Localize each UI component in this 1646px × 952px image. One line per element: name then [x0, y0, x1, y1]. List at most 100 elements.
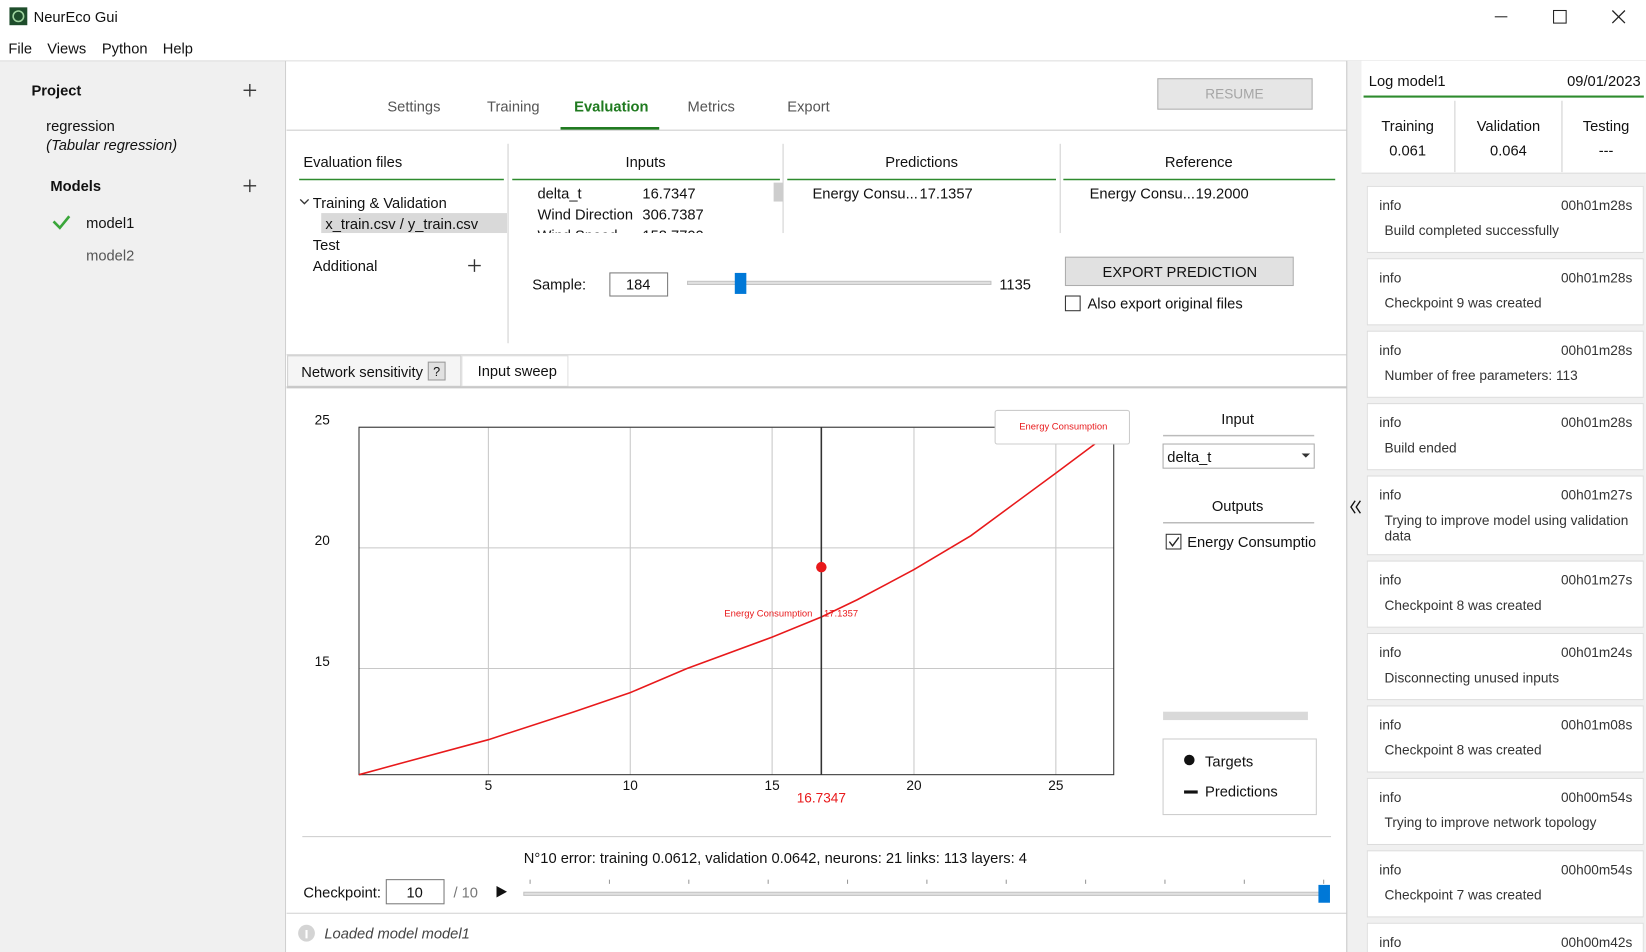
menu-item[interactable]: Views: [47, 39, 87, 57]
model-item[interactable]: model1: [86, 214, 135, 231]
checkpoint-slider[interactable]: [523, 891, 1326, 896]
project-name[interactable]: regression: [46, 117, 115, 135]
column-header: Inputs: [625, 153, 666, 171]
maximize-button[interactable]: [1553, 9, 1567, 24]
resume-button[interactable]: [1157, 78, 1313, 110]
log-entry: info 00h01m24s Disconnecting unused inputs: [1366, 632, 1644, 701]
y-tick-label: 25: [315, 413, 330, 428]
tree-item[interactable]: Test: [312, 236, 340, 253]
input-value: 16.7347: [642, 184, 696, 202]
tree-item[interactable]: Additional: [312, 257, 378, 274]
slider-handle[interactable]: [1318, 884, 1330, 903]
log-time: 00h01m28s: [1560, 269, 1633, 286]
menu-item[interactable]: Help: [162, 39, 193, 57]
log-entry-header: info 00h01m28s: [1379, 341, 1632, 360]
log-entry: info 00h01m27s Checkpoint 8 was created: [1366, 560, 1644, 628]
log-time: 00h01m24s: [1560, 644, 1633, 661]
dropdown-value: delta_t: [1167, 448, 1212, 466]
model-item[interactable]: model2: [86, 246, 135, 264]
log-time: 00h01m08s: [1560, 716, 1633, 733]
menu-item[interactable]: Python: [101, 39, 148, 57]
cursor-label: 16.7347: [797, 790, 846, 805]
x-tick-label: 5: [485, 778, 493, 793]
tab[interactable]: Metrics: [687, 97, 735, 115]
status-text: Loaded model model1: [324, 924, 470, 942]
subtab-label[interactable]: Input sweep: [477, 362, 557, 379]
tab[interactable]: Training: [487, 97, 540, 115]
expand-icon: [299, 198, 310, 205]
sample-value: 184: [625, 276, 651, 293]
model-summary: N°10 error: training 0.0612, validation …: [523, 849, 1027, 867]
column-header: Reference: [1164, 153, 1233, 171]
checkbox[interactable]: [1165, 533, 1182, 550]
input-name: Wind Direction: [537, 205, 634, 223]
log-level: info: [1379, 414, 1402, 431]
section-header: Project: [31, 81, 82, 99]
checkpoint-value: 10: [406, 883, 423, 901]
legend-dot: [1184, 754, 1195, 766]
export-button[interactable]: [1064, 256, 1294, 287]
log-entry-header: info 00h00m42s: [1379, 933, 1632, 952]
menu-item[interactable]: File: [8, 39, 33, 57]
input-value: 158.7700: [642, 226, 703, 233]
input-dropdown[interactable]: [1162, 443, 1315, 469]
progress-bar: [1163, 711, 1308, 721]
log-time: 00h01m27s: [1560, 487, 1633, 503]
metric-value: 0.061: [1389, 141, 1427, 159]
selected-row: [321, 213, 508, 234]
tab[interactable]: Evaluation: [574, 97, 649, 115]
app-icon: [12, 10, 25, 23]
log-message: Checkpoint 9 was created: [1384, 294, 1542, 311]
log-entry-header: info 00h01m28s: [1379, 414, 1632, 433]
checkbox-label: Energy Consumption: [1187, 533, 1316, 551]
log-message: Number of free parameters: 113: [1384, 367, 1578, 384]
log-entry-header: info 00h01m24s: [1379, 643, 1632, 662]
legend-label: Targets: [1205, 752, 1254, 770]
check-icon: [52, 215, 71, 230]
tree-item[interactable]: Training & Validation: [312, 194, 447, 211]
log-level: info: [1379, 342, 1402, 358]
metric-value: 0.064: [1490, 141, 1527, 159]
collapse-icon[interactable]: [1355, 500, 1361, 514]
sample-slider[interactable]: [687, 280, 992, 285]
log-entry-header: info 00h01m28s: [1379, 196, 1632, 215]
checkbox[interactable]: [1064, 295, 1081, 312]
y-tick-label: 20: [315, 533, 331, 548]
section-header: Models: [50, 177, 102, 195]
column-header: Predictions: [885, 153, 958, 171]
log-title: Log model1: [1368, 72, 1446, 90]
play-button[interactable]: [496, 885, 508, 898]
log-entry: info 00h00m42s: [1366, 922, 1644, 952]
splitter: [1346, 60, 1362, 952]
legend-box: [1162, 738, 1317, 816]
dropdown-arrow: [1301, 453, 1311, 458]
help-button[interactable]: [427, 361, 446, 381]
input-value: 306.7387: [642, 205, 704, 223]
log-time: 00h00m54s: [1560, 789, 1633, 806]
plot-frame: [358, 426, 1115, 776]
log-entry: info 00h01m28s Checkpoint 9 was created: [1366, 258, 1644, 326]
header-underline: [1363, 95, 1644, 98]
x-tick-label: 20: [906, 778, 922, 793]
log-message: Build completed successfully: [1384, 222, 1560, 239]
log-entry-header: info 00h01m08s: [1379, 716, 1632, 735]
app-icon: [9, 7, 28, 26]
log-list: info 00h01m28s Build completed successfull…: [1366, 185, 1644, 952]
sample-input[interactable]: [609, 272, 669, 297]
tab[interactable]: Settings: [387, 97, 441, 115]
slider-handle[interactable]: [734, 272, 747, 294]
log-entry: info 00h00m54s Trying to improve network t…: [1366, 777, 1644, 846]
log-level: info: [1379, 572, 1402, 588]
subtab-label[interactable]: Network sensitivity: [301, 363, 423, 380]
tab[interactable]: Export: [787, 97, 830, 115]
legend-label: Energy Consumption: [1019, 422, 1107, 433]
annotation-text: Energy Consumption: [724, 609, 812, 620]
log-entry-header: info 00h00m54s: [1379, 788, 1632, 807]
tree-item[interactable]: x_train.csv / y_train.csv: [325, 215, 479, 232]
log-entry: info 00h01m28s Build completed successfull…: [1366, 185, 1644, 253]
subtab[interactable]: [461, 355, 569, 387]
log-time: 00h00m42s: [1560, 934, 1633, 950]
checkpoint-input[interactable]: [385, 879, 445, 905]
collapse-icon[interactable]: [1350, 500, 1356, 514]
